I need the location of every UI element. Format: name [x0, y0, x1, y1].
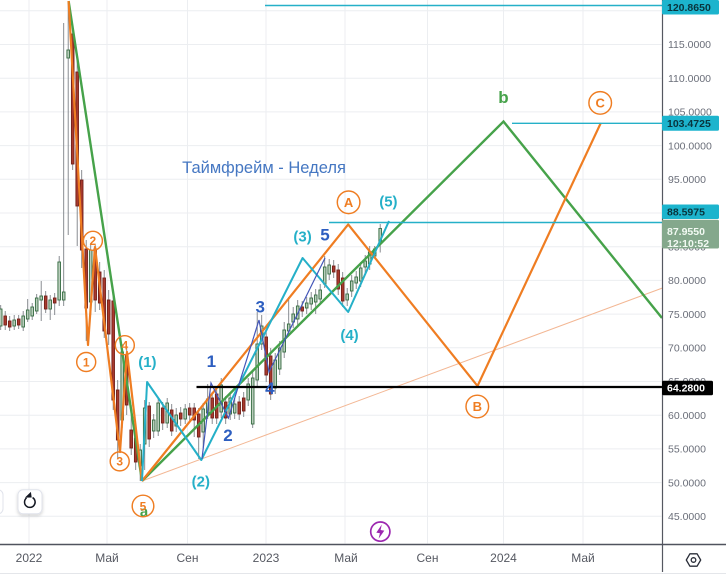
svg-text:4: 4 — [265, 379, 275, 398]
svg-text:Май: Май — [334, 551, 358, 565]
svg-text:80.0000: 80.0000 — [668, 275, 706, 287]
svg-text:70.0000: 70.0000 — [668, 343, 706, 355]
svg-text:110.0000: 110.0000 — [668, 73, 711, 85]
svg-text:a: a — [140, 504, 149, 521]
svg-text:75.0000: 75.0000 — [668, 309, 706, 321]
svg-text:4: 4 — [121, 339, 128, 353]
svg-text:Сен: Сен — [417, 551, 439, 565]
svg-text:45.0000: 45.0000 — [668, 511, 706, 523]
svg-text:(3): (3) — [293, 229, 311, 246]
svg-text:2024: 2024 — [490, 551, 517, 565]
svg-text:2023: 2023 — [253, 551, 280, 565]
svg-text:2: 2 — [90, 234, 97, 248]
svg-text:105.0000: 105.0000 — [668, 107, 712, 119]
svg-text:(4): (4) — [340, 327, 358, 344]
svg-text:(2): (2) — [192, 474, 210, 491]
svg-text:12:10:52: 12:10:52 — [667, 238, 709, 250]
svg-text:95.0000: 95.0000 — [668, 174, 706, 186]
svg-text:Май: Май — [571, 551, 595, 565]
svg-text:B: B — [473, 399, 482, 414]
svg-text:50.0000: 50.0000 — [668, 477, 706, 489]
svg-text:Таймфрейм - Неделя: Таймфрейм - Неделя — [182, 159, 346, 177]
svg-text:100.0000: 100.0000 — [668, 140, 712, 152]
svg-text:64.2800: 64.2800 — [667, 383, 705, 395]
svg-text:(5): (5) — [379, 194, 397, 211]
svg-text:120.8650: 120.8650 — [667, 2, 711, 14]
svg-text:55.0000: 55.0000 — [668, 444, 706, 456]
svg-text:5: 5 — [140, 499, 147, 513]
svg-text:115.0000: 115.0000 — [668, 39, 711, 51]
svg-text:1: 1 — [207, 352, 216, 371]
svg-text:1: 1 — [83, 355, 90, 369]
svg-text:(1): (1) — [138, 354, 156, 371]
svg-text:Май: Май — [95, 551, 119, 565]
svg-text:C: C — [596, 96, 606, 111]
svg-text:A: A — [344, 195, 354, 210]
svg-text:2022: 2022 — [16, 551, 43, 565]
svg-text:60.0000: 60.0000 — [668, 410, 706, 422]
svg-text:2: 2 — [223, 426, 232, 445]
svg-text:103.4725: 103.4725 — [667, 118, 711, 130]
svg-text:b: b — [498, 88, 508, 107]
svg-text:Сен: Сен — [177, 551, 199, 565]
svg-text:3: 3 — [255, 298, 264, 317]
svg-text:3: 3 — [116, 455, 123, 469]
svg-text:87.9550: 87.9550 — [667, 226, 705, 238]
svg-text:88.5975: 88.5975 — [667, 206, 705, 218]
svg-text:5: 5 — [320, 226, 329, 245]
